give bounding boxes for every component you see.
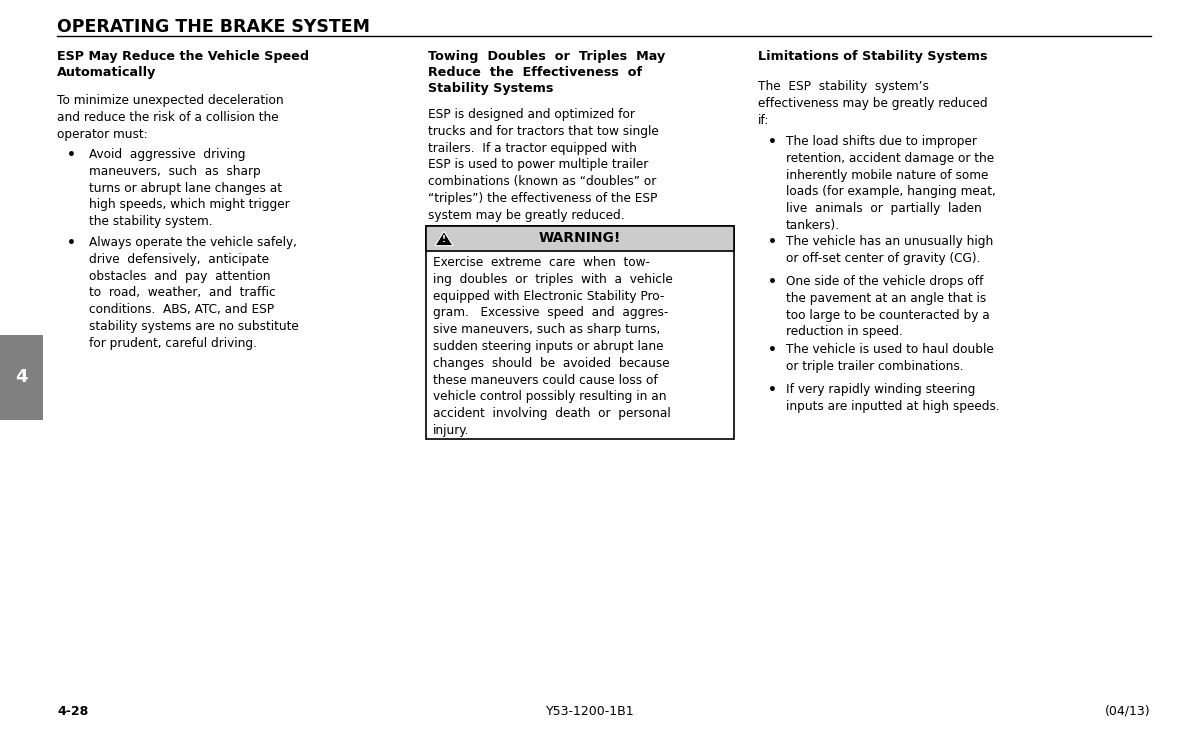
- Text: •: •: [67, 148, 76, 162]
- Text: ESP May Reduce the Vehicle Speed
Automatically: ESP May Reduce the Vehicle Speed Automat…: [57, 50, 309, 79]
- Text: To minimize unexpected deceleration
and reduce the risk of a collision the
opera: To minimize unexpected deceleration and …: [57, 94, 283, 141]
- Text: The  ESP  stability  system’s
effectiveness may be greatly reduced
if:: The ESP stability system’s effectiveness…: [758, 80, 987, 127]
- Text: •: •: [768, 135, 777, 149]
- Bar: [426, 226, 735, 439]
- Text: Y53-1200-1B1: Y53-1200-1B1: [546, 705, 635, 718]
- Bar: [0, 335, 43, 420]
- Text: •: •: [768, 275, 777, 289]
- Text: •: •: [768, 235, 777, 249]
- Text: •: •: [768, 383, 777, 397]
- Text: OPERATING THE BRAKE SYSTEM: OPERATING THE BRAKE SYSTEM: [57, 18, 370, 36]
- Text: Towing  Doubles  or  Triples  May
Reduce  the  Effectiveness  of
Stability Syste: Towing Doubles or Triples May Reduce the…: [428, 50, 665, 95]
- Text: 4-28: 4-28: [57, 705, 89, 718]
- Text: !: !: [442, 235, 446, 244]
- Text: Avoid  aggressive  driving
maneuvers,  such  as  sharp
turns or abrupt lane chan: Avoid aggressive driving maneuvers, such…: [89, 148, 289, 228]
- Text: Always operate the vehicle safely,
drive  defensively,  anticipate
obstacles  an: Always operate the vehicle safely, drive…: [89, 236, 299, 350]
- Text: The vehicle is used to haul double
or triple trailer combinations.: The vehicle is used to haul double or tr…: [787, 343, 993, 373]
- Text: The vehicle has an unusually high
or off-set center of gravity (CG).: The vehicle has an unusually high or off…: [787, 235, 993, 265]
- Text: ESP is designed and optimized for
trucks and for tractors that tow single
traile: ESP is designed and optimized for trucks…: [428, 108, 659, 222]
- Text: If very rapidly winding steering
inputs are inputted at high speeds.: If very rapidly winding steering inputs …: [787, 383, 999, 413]
- Text: WARNING!: WARNING!: [539, 231, 621, 245]
- Text: Exercise  extreme  care  when  tow-
ing  doubles  or  triples  with  a  vehicle
: Exercise extreme care when tow- ing doub…: [433, 256, 673, 437]
- Text: •: •: [67, 236, 76, 250]
- Text: One side of the vehicle drops off
the pavement at an angle that is
too large to : One side of the vehicle drops off the pa…: [787, 275, 990, 338]
- Text: (04/13): (04/13): [1105, 705, 1151, 718]
- Bar: [426, 226, 735, 251]
- Polygon shape: [435, 231, 454, 246]
- Text: •: •: [768, 343, 777, 357]
- Text: 4: 4: [14, 368, 27, 386]
- Text: The load shifts due to improper
retention, accident damage or the
inherently mob: The load shifts due to improper retentio…: [787, 135, 996, 232]
- Text: Limitations of Stability Systems: Limitations of Stability Systems: [758, 50, 987, 63]
